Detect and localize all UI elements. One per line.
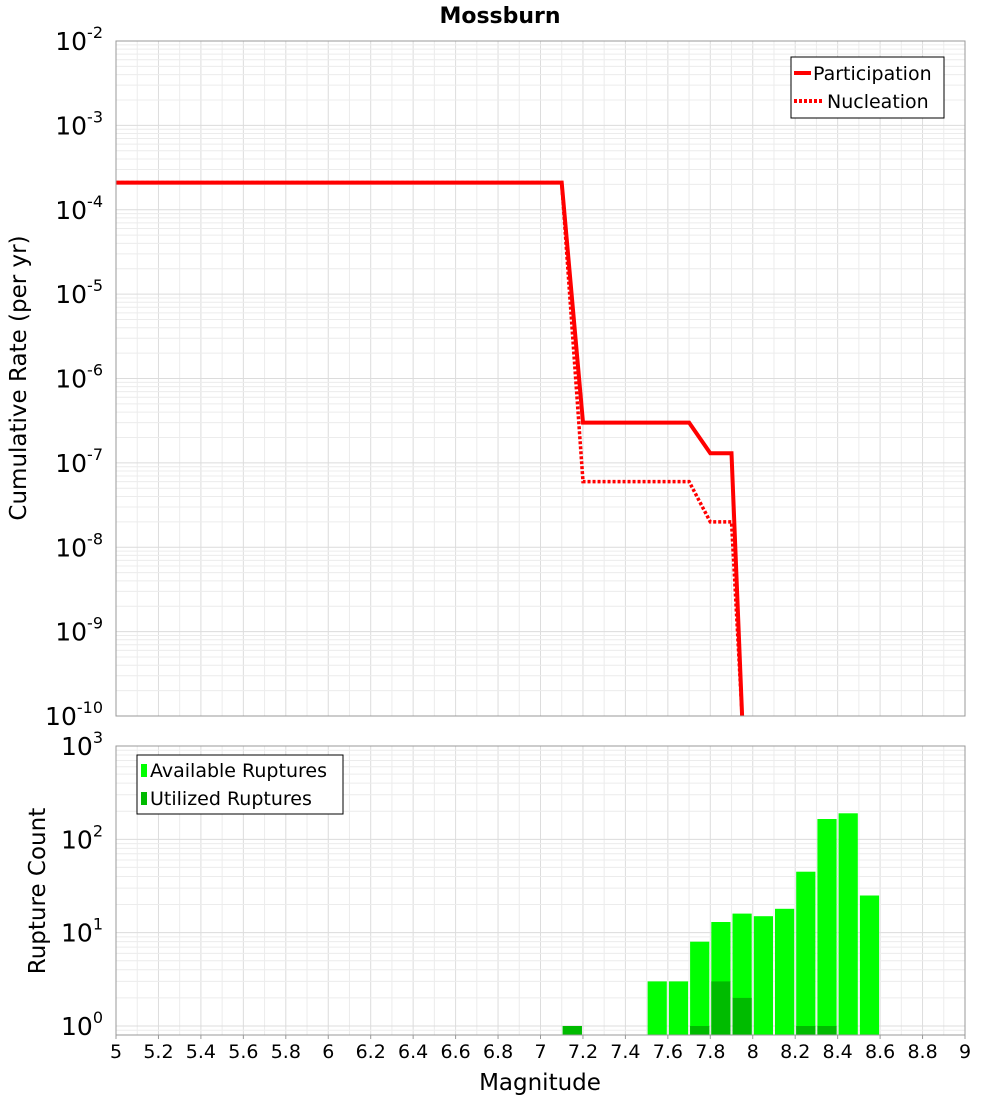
top-y-tick-label: 10-3 <box>55 107 103 140</box>
x-tick-label: 7.2 <box>568 1041 598 1063</box>
top-plot-grid <box>115 41 966 717</box>
bar-utilized <box>711 981 731 1035</box>
bottom-y-ticks: 100 101 102 103 <box>61 728 103 1041</box>
chart-title: Mossburn <box>439 4 560 29</box>
x-tick-label: 5 <box>110 1041 122 1063</box>
x-tick-label: 6.4 <box>398 1041 428 1063</box>
bottom-x-ticks: 5 5.2 5.4 5.6 5.8 6 6.2 6.4 6.6 6.8 7 7.2 7.4 7.6 7.8 8… <box>110 1035 971 1063</box>
x-tick-label: 8.4 <box>823 1041 853 1063</box>
bar-utilized <box>690 1026 710 1035</box>
legend-participation-label: Participation <box>813 63 932 85</box>
bottom-y-axis-label: Rupture Count <box>25 808 51 974</box>
legend-available-swatch <box>141 764 147 777</box>
x-tick-label: 8 <box>747 1041 759 1063</box>
top-y-tick-label: 10-10 <box>45 698 103 731</box>
series-line-nucleation <box>116 180 744 717</box>
top-y-ticks: 10-10 10-9 10-8 10-7 10-6 10-5 10-4 10-3 10-2 <box>45 23 103 731</box>
top-y-tick-label: 10-6 <box>55 361 103 394</box>
bar-utilized <box>817 1026 837 1035</box>
x-tick-label: 6.6 <box>440 1041 470 1063</box>
x-tick-label: 6.2 <box>356 1041 386 1063</box>
top-y-tick-label: 10-4 <box>55 192 103 225</box>
bottom-y-tick-label: 101 <box>61 915 103 948</box>
legend-utilized-swatch <box>141 792 147 805</box>
legend-nucleation-label: Nucleation <box>827 91 929 113</box>
legend-utilized-label: Utilized Ruptures <box>150 788 312 810</box>
bar-available <box>753 916 773 1035</box>
x-tick-label: 5.4 <box>186 1041 216 1063</box>
bottom-legend: Available Ruptures Utilized Ruptures <box>136 754 344 815</box>
bar-available <box>775 908 795 1035</box>
legend-available-label: Available Ruptures <box>150 760 327 782</box>
x-tick-label: 9 <box>959 1041 971 1063</box>
top-legend-box <box>790 56 945 119</box>
bottom-legend-box <box>136 754 344 815</box>
bar-utilized <box>732 997 752 1035</box>
bar-available <box>859 895 880 1035</box>
bar-available <box>690 941 710 1035</box>
bottom-y-tick-label: 102 <box>61 821 103 854</box>
bar-utilized <box>796 1026 816 1035</box>
bar-available <box>817 819 837 1035</box>
x-tick-label: 5.6 <box>228 1041 258 1063</box>
x-tick-label: 6.8 <box>483 1041 513 1063</box>
x-tick-label: 7.6 <box>653 1041 683 1063</box>
bottom-plot-bars <box>562 813 880 1035</box>
top-y-tick-label: 10-2 <box>55 23 103 56</box>
series-line-participation <box>116 180 745 717</box>
top-plot-frame <box>115 40 966 717</box>
x-tick-label: 8.2 <box>780 1041 810 1063</box>
x-tick-label: 7.4 <box>610 1041 640 1063</box>
top-y-tick-label: 10-5 <box>55 276 103 309</box>
bar-utilized <box>562 1026 582 1035</box>
x-tick-label: 6 <box>322 1041 334 1063</box>
top-plot-series <box>116 180 745 717</box>
x-tick-label: 7.8 <box>695 1041 725 1063</box>
x-tick-label: 8.8 <box>907 1041 937 1063</box>
bottom-y-tick-label: 103 <box>61 728 103 761</box>
x-tick-label: 5.2 <box>143 1041 173 1063</box>
x-axis-label: Magnitude <box>479 1070 601 1096</box>
top-legend: Participation Nucleation <box>790 56 945 119</box>
top-y-tick-label: 10-7 <box>55 445 103 478</box>
x-tick-label: 8.6 <box>865 1041 895 1063</box>
x-tick-label: 7 <box>534 1041 546 1063</box>
bar-available <box>668 981 689 1035</box>
bottom-y-tick-label: 100 <box>61 1008 103 1041</box>
top-y-axis-label: Cumulative Rate (per yr) <box>6 235 32 520</box>
bar-available <box>647 981 667 1035</box>
x-tick-label: 5.8 <box>271 1041 301 1063</box>
bar-available <box>838 813 858 1035</box>
bar-available <box>796 871 816 1035</box>
top-y-tick-label: 10-8 <box>55 529 103 562</box>
top-y-tick-label: 10-9 <box>55 614 103 647</box>
